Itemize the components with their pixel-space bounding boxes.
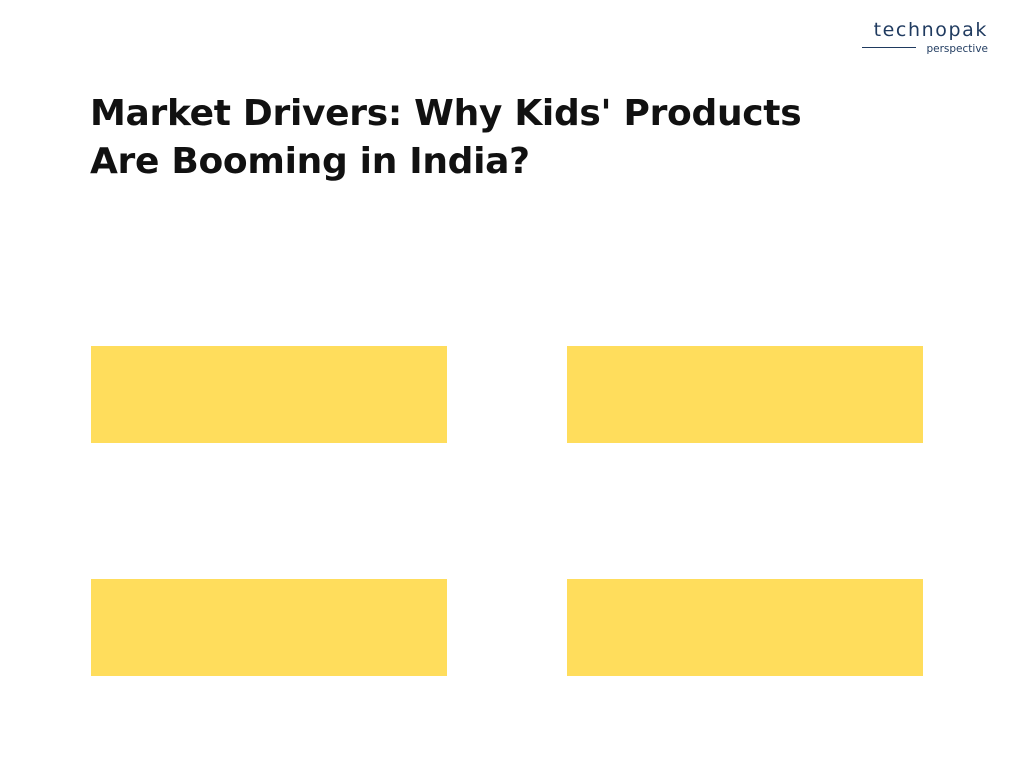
logo-divider [862,47,916,48]
page-title-line-2: Are Booming in India? [90,141,530,182]
driver-box-top-left [91,346,447,443]
page-title-line-1: Market Drivers: Why Kids' Products [90,93,802,134]
technopak-logo: technopak perspective [858,18,988,56]
logo-tagline: perspective [926,43,988,55]
logo-name: technopak [873,19,988,41]
driver-box-bottom-right [567,579,923,676]
page-title: Market Drivers: Why Kids' Products Are B… [90,90,850,186]
driver-box-bottom-left [91,579,447,676]
driver-box-top-right [567,346,923,443]
